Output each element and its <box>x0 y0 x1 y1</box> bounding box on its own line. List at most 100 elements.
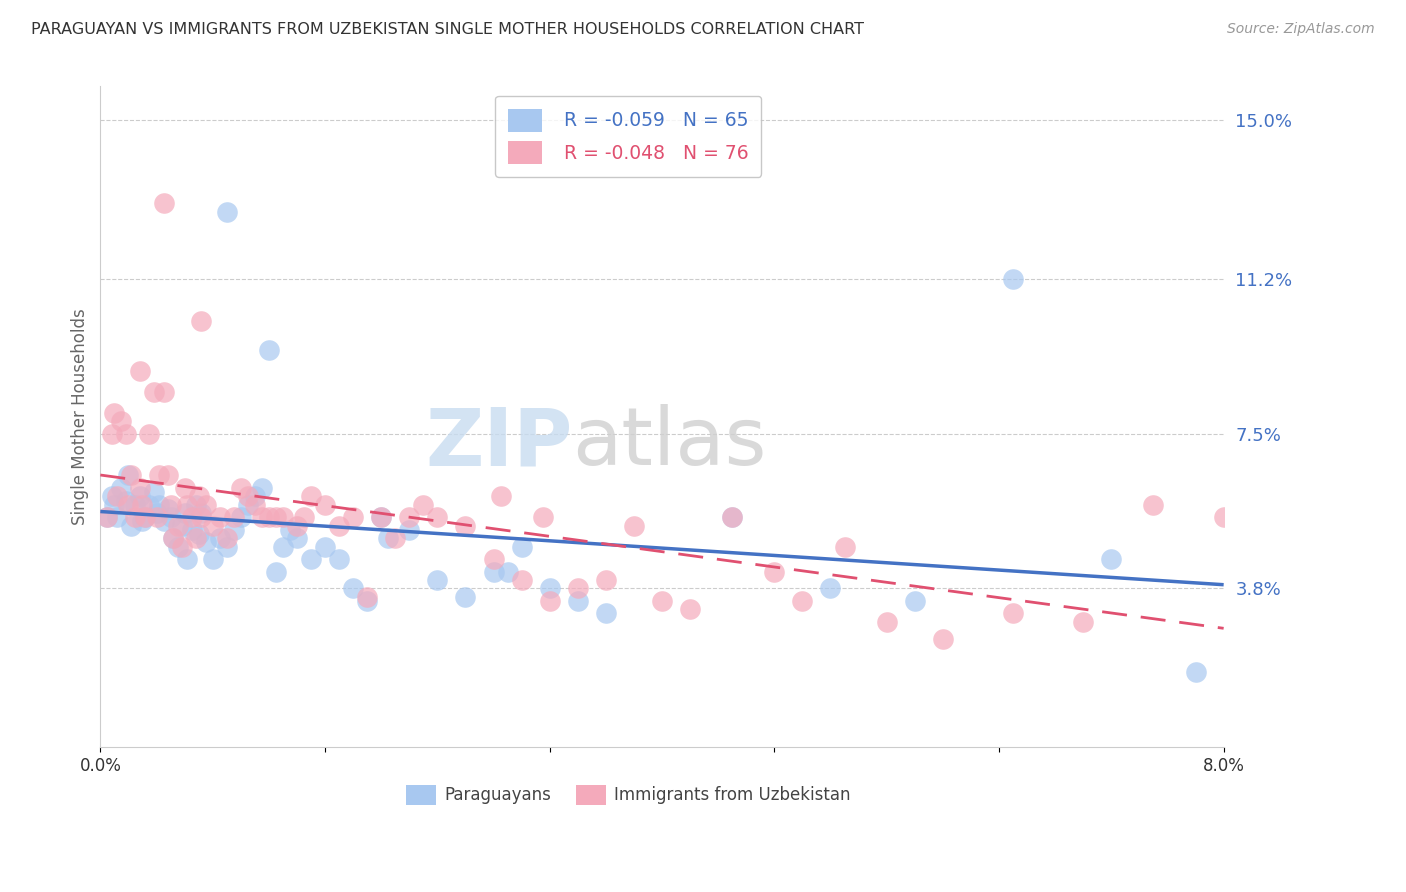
Point <box>510 540 533 554</box>
Point <box>110 481 132 495</box>
Point <box>131 515 153 529</box>
Point <box>159 510 181 524</box>
Point <box>124 498 146 512</box>
Point <box>208 531 231 545</box>
Point <box>454 590 477 604</box>
Point <box>100 489 122 503</box>
Point <box>114 426 136 441</box>
Point <box>229 510 252 524</box>
Point <box>170 540 193 554</box>
Point <box>96 510 118 524</box>
Point <box>834 540 856 554</box>
Point <box>342 510 364 524</box>
Text: Source: ZipAtlas.com: Source: ZipAtlas.com <box>1227 22 1375 37</box>
Point <box>271 510 294 524</box>
Point <box>250 481 273 495</box>
Point <box>103 406 125 420</box>
Point <box>285 531 308 545</box>
Point <box>257 510 280 524</box>
Y-axis label: Single Mother Households: Single Mother Households <box>72 309 89 525</box>
Point <box>117 468 139 483</box>
Point <box>595 607 617 621</box>
Text: ZIP: ZIP <box>425 404 572 483</box>
Point <box>623 518 645 533</box>
Point <box>356 594 378 608</box>
Point <box>721 510 744 524</box>
Point <box>180 510 202 524</box>
Point <box>117 498 139 512</box>
Point <box>145 510 167 524</box>
Point <box>142 384 165 399</box>
Point <box>222 523 245 537</box>
Point <box>370 510 392 524</box>
Point <box>201 518 224 533</box>
Point <box>567 582 589 596</box>
Point <box>651 594 673 608</box>
Point <box>356 590 378 604</box>
Point <box>176 498 198 512</box>
Point <box>398 523 420 537</box>
Point <box>1142 498 1164 512</box>
Point <box>162 531 184 545</box>
Point <box>496 565 519 579</box>
Point <box>215 531 238 545</box>
Point <box>384 531 406 545</box>
Point <box>679 602 702 616</box>
Point <box>190 506 212 520</box>
Point <box>166 518 188 533</box>
Point <box>156 468 179 483</box>
Point <box>148 468 170 483</box>
Point <box>454 518 477 533</box>
Point <box>120 518 142 533</box>
Point <box>187 527 209 541</box>
Point <box>138 426 160 441</box>
Point <box>110 414 132 428</box>
Point <box>271 540 294 554</box>
Point <box>114 493 136 508</box>
Point <box>278 523 301 537</box>
Point <box>243 498 266 512</box>
Point <box>236 498 259 512</box>
Point <box>201 552 224 566</box>
Point <box>194 498 217 512</box>
Point <box>482 552 505 566</box>
Point <box>236 489 259 503</box>
Point <box>128 364 150 378</box>
Point <box>292 510 315 524</box>
Point <box>156 501 179 516</box>
Point <box>257 343 280 357</box>
Point <box>138 498 160 512</box>
Point <box>328 552 350 566</box>
Point <box>328 518 350 533</box>
Point <box>208 510 231 524</box>
Point <box>285 518 308 533</box>
Point <box>173 481 195 495</box>
Point <box>128 481 150 495</box>
Point <box>264 565 287 579</box>
Point <box>426 510 449 524</box>
Point <box>176 552 198 566</box>
Point <box>299 489 322 503</box>
Point <box>152 384 174 399</box>
Point <box>426 573 449 587</box>
Point <box>190 313 212 327</box>
Point <box>170 518 193 533</box>
Point <box>314 498 336 512</box>
Point <box>128 489 150 503</box>
Point <box>932 632 955 646</box>
Point <box>314 540 336 554</box>
Point <box>124 510 146 524</box>
Point <box>134 510 156 524</box>
Point <box>142 485 165 500</box>
Point <box>1002 272 1025 286</box>
Point <box>222 510 245 524</box>
Point <box>510 573 533 587</box>
Point <box>120 468 142 483</box>
Point <box>148 498 170 512</box>
Point <box>1071 615 1094 629</box>
Point <box>820 582 842 596</box>
Point <box>159 498 181 512</box>
Point <box>538 594 561 608</box>
Text: PARAGUAYAN VS IMMIGRANTS FROM UZBEKISTAN SINGLE MOTHER HOUSEHOLDS CORRELATION CH: PARAGUAYAN VS IMMIGRANTS FROM UZBEKISTAN… <box>31 22 863 37</box>
Point <box>166 540 188 554</box>
